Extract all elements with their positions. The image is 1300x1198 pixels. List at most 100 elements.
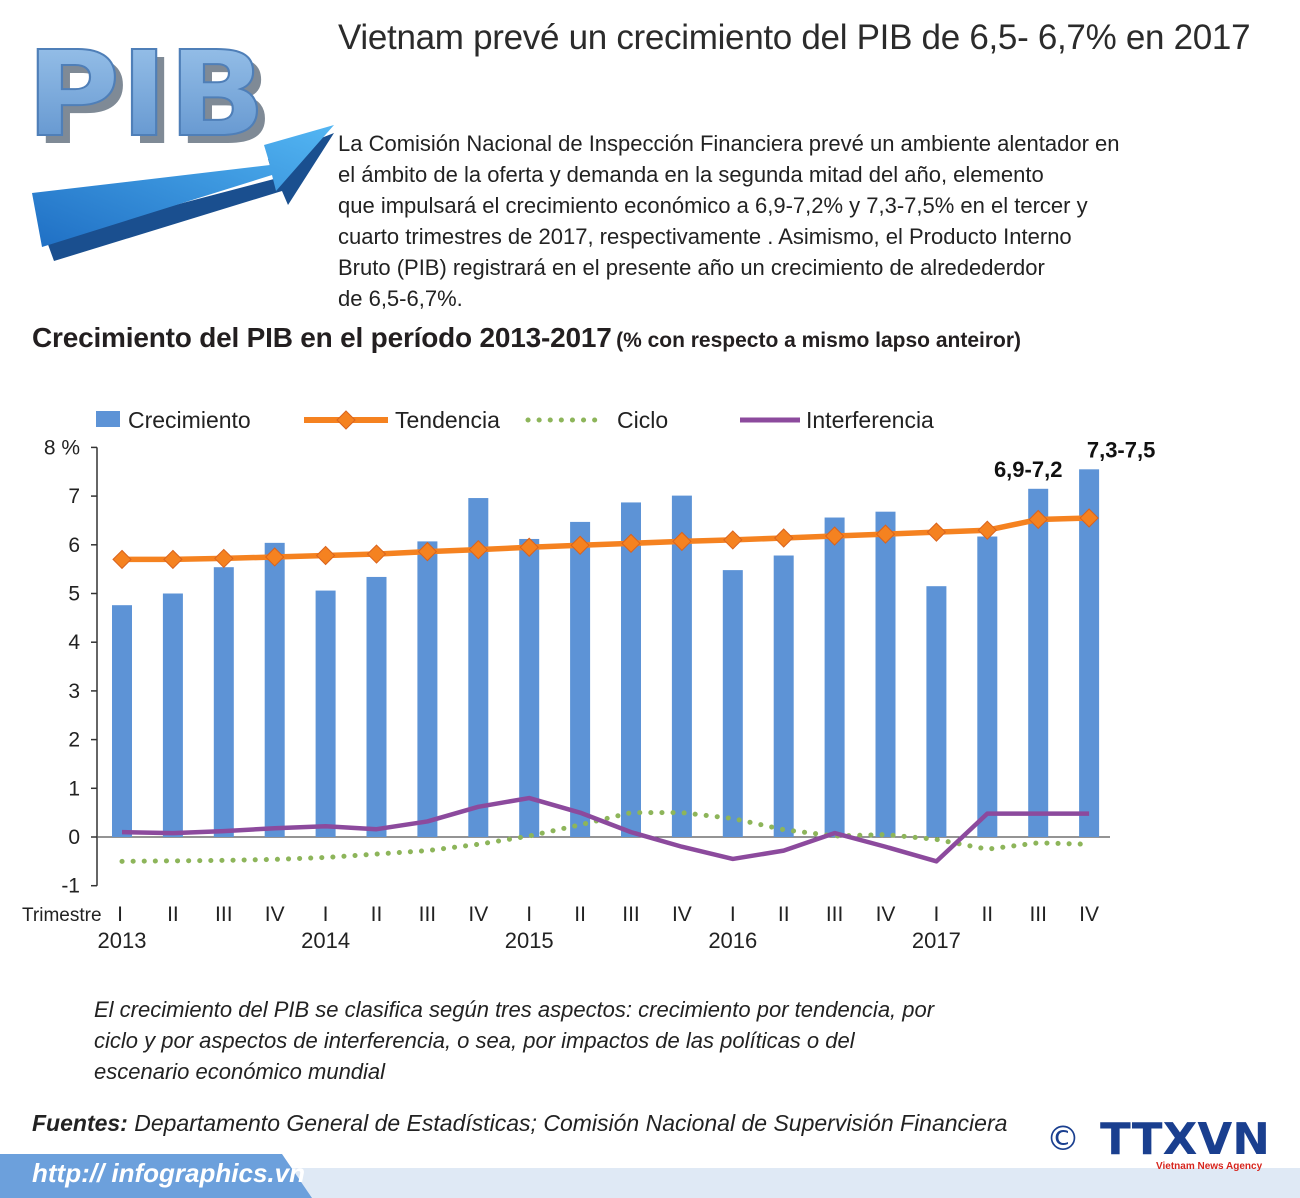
x-tick-label: I	[117, 903, 123, 926]
x-tick-label: II	[574, 903, 586, 926]
intro-line: cuarto trimestres de 2017, respectivamen…	[338, 224, 1072, 249]
x-tick-label: I	[323, 903, 329, 926]
bar-20	[1079, 469, 1100, 837]
y-tick-label: 2	[68, 729, 80, 752]
legend-label-ciclo: Ciclo	[617, 407, 668, 433]
y-tick-label: 3	[68, 680, 80, 703]
legend-label-interferencia: Interferencia	[806, 407, 934, 433]
trend-point-9	[519, 537, 539, 557]
trend-point-10	[570, 535, 590, 555]
headline: Vietnam prevé un crecimiento del PIB de …	[338, 18, 1251, 57]
intro-line: La Comisión Nacional de Inspección Finan…	[338, 131, 1120, 156]
footer-bar	[0, 1154, 1300, 1198]
trend-point-3	[214, 548, 234, 569]
x-tick-label: IV	[265, 903, 285, 926]
annotation-label: 7,3-7,5	[1087, 437, 1156, 462]
year-label: 2016	[708, 928, 757, 953]
pib-logo-shadow: PIB	[34, 33, 274, 171]
y-tick-label: -1	[61, 875, 80, 898]
trend-point-12	[672, 531, 692, 552]
y-tick-label: 1	[68, 777, 80, 800]
trend-point-15	[824, 526, 845, 546]
trend-point-20	[1079, 508, 1099, 528]
x-tick-label: IV	[468, 903, 488, 926]
agency-caption: Vietnam News Agency	[1156, 1161, 1263, 1172]
note-line: El crecimiento del PIB se clasifica segú…	[94, 997, 935, 1022]
bar-2	[162, 593, 183, 837]
x-tick-label: IV	[1079, 903, 1099, 926]
trend-point-2	[163, 549, 183, 570]
x-tick-label: III	[622, 903, 640, 926]
bar-9	[519, 538, 540, 837]
legend-label-crecimiento: Crecimiento	[128, 407, 251, 433]
bar-16	[875, 511, 896, 837]
year-label: 2014	[301, 928, 350, 953]
trend-point-19	[1028, 509, 1048, 530]
trend-point-14	[773, 528, 794, 548]
year-label: 2017	[912, 928, 961, 953]
note-line: escenario económico mundial	[94, 1059, 386, 1084]
y-tick-label: 7	[68, 485, 80, 508]
x-tick-label: III	[826, 903, 844, 926]
agency-logo-text: TTXVN	[1100, 1114, 1270, 1165]
sources-text: Departamento General de Estadísticas; Co…	[127, 1110, 1008, 1136]
y-tick-label: 0	[68, 826, 80, 849]
bar-7	[417, 541, 438, 837]
bar-4	[264, 542, 285, 837]
y-tick-label: 4	[68, 631, 80, 654]
trend-point-7	[417, 541, 438, 562]
trend-point-5	[315, 545, 336, 566]
bar-18	[977, 536, 998, 837]
bar-5	[315, 590, 336, 837]
series-line-interferencia	[121, 795, 1090, 864]
trend-point-13	[723, 530, 743, 550]
intro-paragraph: La Comisión Nacional de Inspección Finan…	[338, 128, 1238, 314]
trend-point-17	[926, 522, 947, 542]
sources-label: Fuentes:	[32, 1110, 128, 1136]
chart-title-main: Crecimiento del PIB en el período 2013-2…	[32, 322, 612, 353]
y-tick-label: 6	[68, 534, 80, 557]
growth-arrow-shadow	[46, 133, 334, 261]
note-paragraph: El crecimiento del PIB se clasifica segú…	[94, 994, 1074, 1087]
bar-8	[468, 498, 489, 837]
legend-label-tendencia: Tendencia	[395, 407, 500, 433]
x-tick-label: I	[730, 903, 736, 926]
sources: Fuentes: Departamento General de Estadís…	[32, 1110, 1007, 1137]
year-label: 2015	[505, 928, 554, 953]
intro-line: de 6,5-6,7%.	[338, 286, 463, 311]
trend-point-4	[264, 547, 285, 567]
x-tick-label: III	[215, 903, 233, 926]
x-tick-label: III	[419, 903, 437, 926]
note-line: ciclo y por aspectos de interferencia, o…	[94, 1028, 855, 1053]
trend-point-11	[621, 533, 641, 554]
trend-point-18	[977, 520, 998, 540]
trend-point-8	[468, 539, 489, 560]
copyright-icon: ©	[1046, 1119, 1080, 1159]
intro-line: Bruto (PIB) registrará en el presente añ…	[338, 255, 1045, 280]
agency-logo: © TTXVN Vietnam News Agency	[1046, 1114, 1270, 1172]
bar-14	[773, 555, 794, 837]
intro-line: el ámbito de la oferta y demanda en la s…	[338, 162, 1044, 187]
bar-19	[1028, 488, 1049, 837]
pib-logo: PIB PIB	[25, 24, 334, 261]
x-tick-label: II	[981, 903, 993, 926]
intro-line: que impulsará el crecimiento económico a…	[338, 193, 1088, 218]
bar-17	[926, 586, 947, 837]
x-tick-label: I	[526, 903, 532, 926]
y-tick-label: 5	[68, 583, 80, 606]
x-axis-prefix: Trimestre	[22, 905, 102, 926]
legend-swatch-crecimiento	[96, 411, 120, 427]
pib-logo-text: PIB	[26, 25, 266, 163]
x-tick-label: IV	[672, 903, 692, 926]
series-line-ciclo	[119, 810, 1092, 864]
bar-11	[621, 502, 641, 837]
bar-6	[366, 576, 387, 837]
bar-13	[722, 570, 743, 837]
x-tick-label: I	[933, 903, 939, 926]
year-label: 2013	[98, 928, 147, 953]
bar-10	[570, 521, 591, 837]
annotation-label: 6,9-7,2	[994, 457, 1063, 482]
trend-point-6	[366, 544, 387, 564]
footer-url[interactable]: http:// infographics.vn	[32, 1158, 305, 1188]
trend-point-16	[875, 524, 896, 544]
